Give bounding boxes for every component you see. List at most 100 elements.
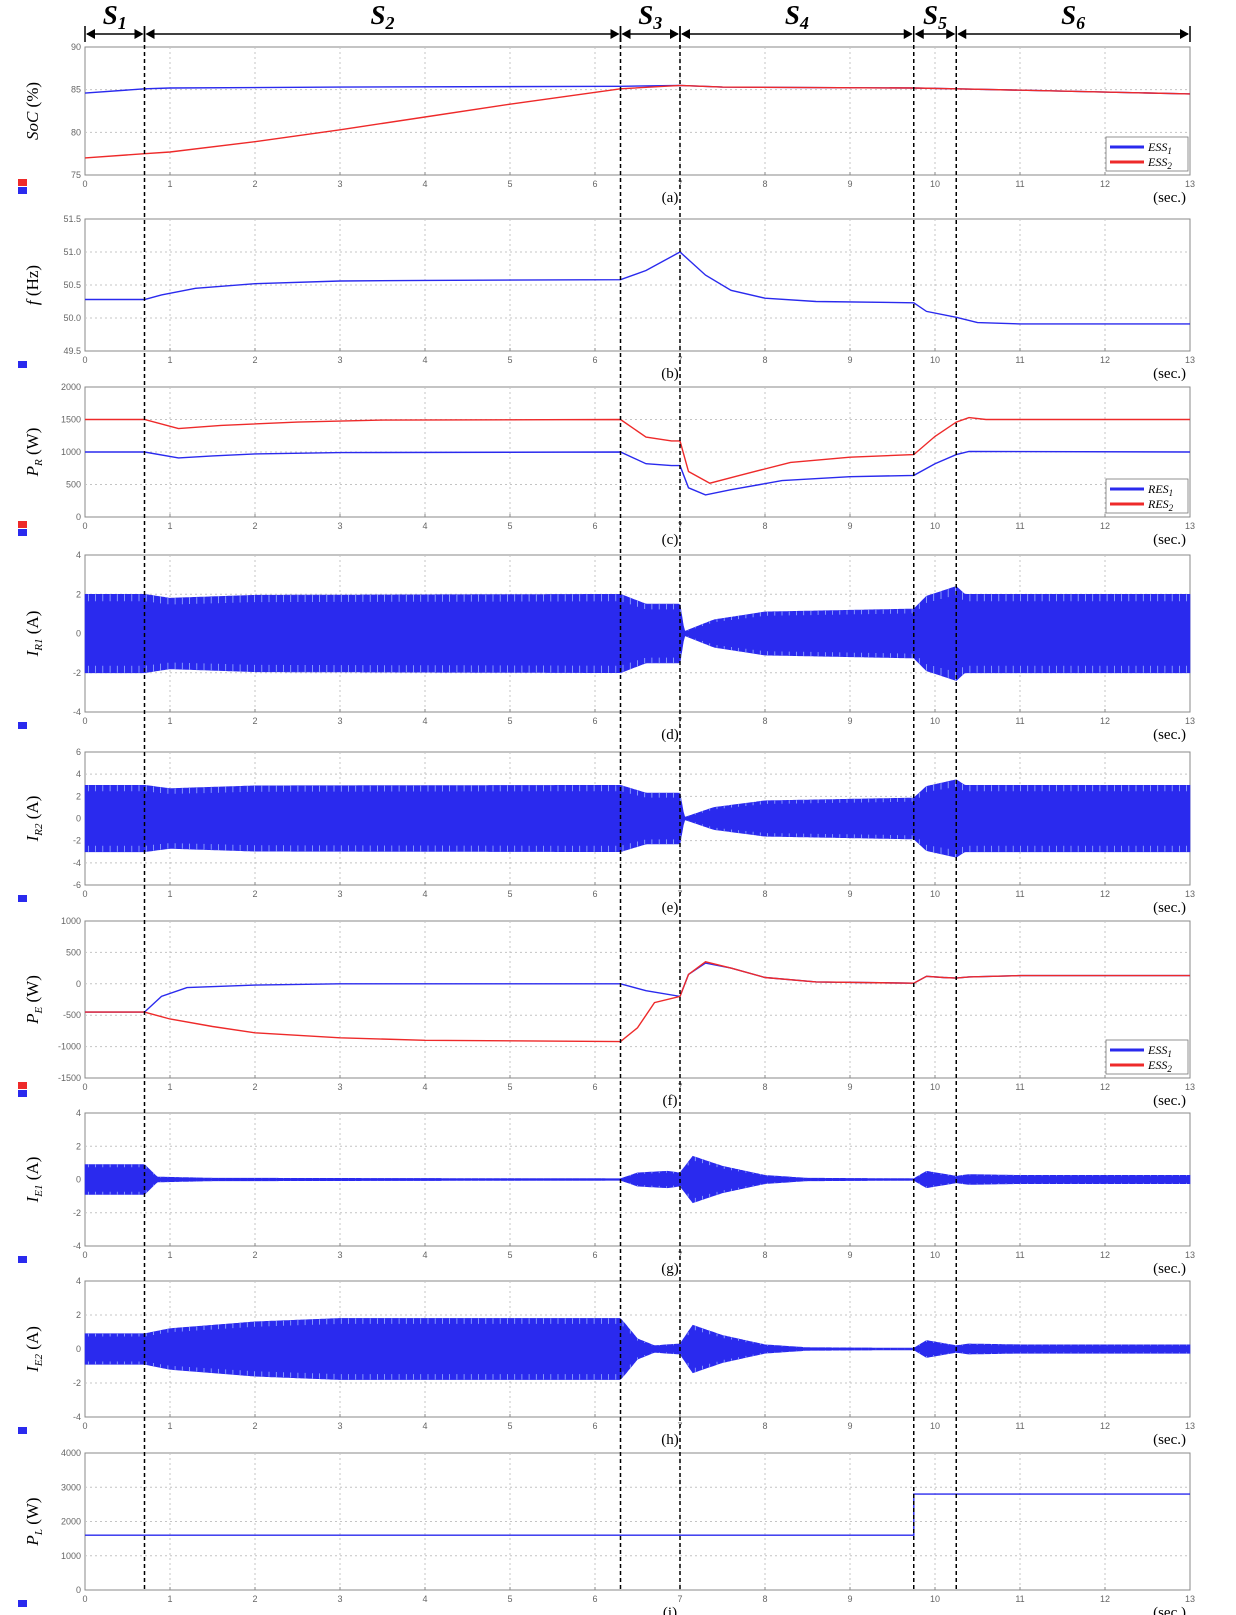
signal-color-square: [18, 1090, 27, 1097]
x-tick-label: 4: [422, 179, 427, 189]
plot-area: [84, 920, 1191, 1079]
x-tick-label: 7: [677, 179, 682, 189]
series-line-c-2: [85, 416, 1190, 484]
y-axis-label-h: IE2 (A): [23, 1326, 45, 1373]
y-tick-label: -2: [73, 1378, 81, 1388]
time-unit-label: (sec.): [1153, 1605, 1186, 1615]
legend-label: RES1: [1147, 482, 1173, 498]
y-tick-label: 1500: [61, 415, 81, 425]
x-tick-label: 2: [252, 889, 257, 899]
y-tick-label: 51.0: [63, 247, 81, 257]
series-line-f-2: [85, 961, 1190, 1043]
series-line-i-1: [85, 1493, 1190, 1536]
arrow-head-right-icon: [1180, 29, 1189, 39]
time-unit-label: (sec.): [1153, 900, 1186, 916]
x-tick-label: 3: [337, 1082, 342, 1092]
legend-box: [1105, 478, 1189, 514]
x-tick-label: 3: [337, 1421, 342, 1431]
y-axis-label-d: IR1 (A): [23, 611, 45, 658]
time-unit-label: (sec.): [1153, 366, 1186, 382]
panel-caption: (b): [661, 366, 679, 382]
panel-caption: (g): [661, 1261, 679, 1277]
x-tick-label: 7: [677, 1594, 682, 1604]
signal-color-square: [18, 895, 27, 902]
x-tick-label: 0: [82, 179, 87, 189]
legend-box: [1105, 1039, 1189, 1075]
y-tick-label: 0: [76, 814, 81, 824]
arrow-head-right-icon: [946, 29, 956, 39]
panel-f: 0 1 2 3 4 5 6 7 8 9 10 11 12 13-1500-1000-50005001000…: [18, 916, 1195, 1109]
panel-c: 0 1 2 3 4 5 6 7 8 9 10 11 12 130500100015002000RES1RE…: [18, 382, 1195, 548]
series-ripple-e: [88, 779, 1187, 858]
x-tick-label: 8: [762, 1594, 767, 1604]
legend-label: RES2: [1147, 497, 1174, 513]
panel-caption: (d): [661, 727, 679, 743]
y-axis-label-g: IE1 (A): [23, 1157, 45, 1204]
series-envelope-h: [84, 1318, 1191, 1380]
x-tick-label: 13: [1185, 521, 1195, 531]
y-tick-label: 90: [71, 42, 81, 52]
x-tick-label: 9: [847, 1421, 852, 1431]
y-tick-label: -2: [73, 668, 81, 678]
y-tick-label: 1000: [61, 447, 81, 457]
x-tick-label: 13: [1185, 716, 1195, 726]
x-tick-label: 3: [337, 179, 342, 189]
y-tick-label: 75: [71, 170, 81, 180]
y-tick-label: 50.0: [63, 313, 81, 323]
arrow-head-left-icon: [914, 29, 924, 39]
x-tick-label: 10: [930, 889, 940, 899]
x-tick-label: 1: [167, 716, 172, 726]
y-tick-label: -500: [63, 1010, 81, 1020]
arrow-head-left-icon: [681, 29, 690, 39]
y-tick-label: -4: [73, 1412, 81, 1422]
y-tick-label: 2: [76, 1310, 81, 1320]
arrow-head-left-icon: [86, 29, 95, 39]
x-tick-label: 3: [337, 1250, 342, 1260]
y-tick-label: -2: [73, 836, 81, 846]
y-tick-label: 4: [76, 550, 81, 560]
y-tick-label: 2: [76, 1141, 81, 1151]
x-tick-label: 10: [930, 1250, 940, 1260]
x-tick-label: 6: [592, 1250, 597, 1260]
x-tick-label: 0: [82, 521, 87, 531]
y-tick-label: 4: [76, 1108, 81, 1118]
x-tick-label: 8: [762, 521, 767, 531]
x-tick-label: 13: [1185, 355, 1195, 365]
plot-area: [84, 46, 1191, 176]
x-tick-label: 1: [167, 1250, 172, 1260]
y-tick-label: 6: [76, 747, 81, 757]
y-tick-label: 2: [76, 589, 81, 599]
y-tick-label: 2000: [61, 1517, 81, 1527]
y-axis-label-b: f (Hz): [23, 265, 42, 305]
x-tick-label: 13: [1185, 1250, 1195, 1260]
stage-label-s1: S1: [103, 0, 127, 33]
x-tick-label: 9: [847, 179, 852, 189]
y-tick-label: 4: [76, 1276, 81, 1286]
x-tick-label: 10: [930, 1594, 940, 1604]
x-tick-label: 1: [167, 355, 172, 365]
y-tick-label: 49.5: [63, 346, 81, 356]
x-tick-label: 2: [252, 179, 257, 189]
y-axis-label-c: PR (W): [23, 428, 45, 478]
time-unit-label: (sec.): [1153, 1261, 1186, 1277]
signal-color-square: [18, 179, 27, 186]
x-tick-label: 8: [762, 1421, 767, 1431]
panel-caption: (f): [663, 1093, 678, 1109]
legend-label: ESS2: [1147, 1058, 1172, 1074]
x-tick-label: 7: [677, 1082, 682, 1092]
y-axis-label-i: PL (W): [23, 1497, 45, 1546]
arrow-head-left-icon: [957, 29, 967, 39]
x-tick-label: 1: [167, 1082, 172, 1092]
x-tick-label: 0: [82, 1594, 87, 1604]
x-tick-label: 9: [847, 521, 852, 531]
series-ripple-g: [88, 1157, 1187, 1202]
x-tick-label: 2: [252, 355, 257, 365]
x-tick-label: 13: [1185, 1082, 1195, 1092]
x-tick-label: 1: [167, 889, 172, 899]
arrow-head-right-icon: [670, 29, 679, 39]
panel-caption: (h): [661, 1432, 679, 1448]
y-tick-label: 0: [76, 512, 81, 522]
